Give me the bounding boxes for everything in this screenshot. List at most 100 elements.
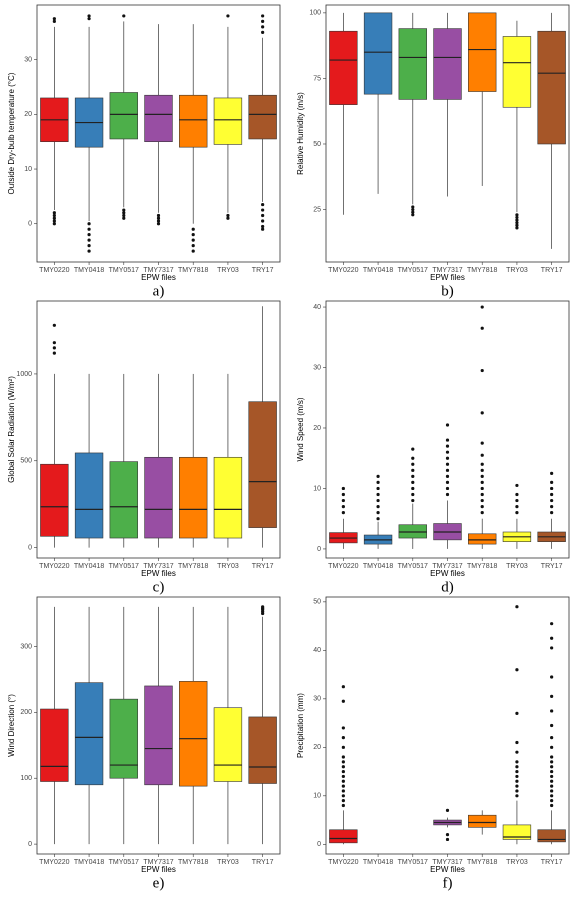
outlier <box>191 233 195 237</box>
outlier <box>550 765 554 769</box>
x-tick-label: TMY0517 <box>398 563 428 570</box>
outlier <box>480 505 484 509</box>
x-tick-label: TMY7818 <box>178 859 208 866</box>
outlier <box>341 779 345 783</box>
outlier <box>445 438 450 442</box>
outlier <box>261 14 265 18</box>
outlier <box>550 492 554 497</box>
box <box>398 524 427 539</box>
outlier <box>550 794 554 798</box>
x-tick-label: TMY0517 <box>109 859 139 866</box>
outlier <box>515 215 519 220</box>
outlier <box>480 480 484 485</box>
y-tick-label: 50 <box>313 141 321 148</box>
y-tick-label: 40 <box>313 647 321 654</box>
outlier <box>376 511 380 515</box>
outlier <box>445 833 450 837</box>
y-tick-label: 0 <box>28 544 32 551</box>
plot-frame <box>325 596 570 855</box>
x-tick-label: TMY7317 <box>143 563 173 570</box>
x-tick-label: TMY0418 <box>74 267 104 274</box>
y-tick-label: 0 <box>317 841 321 848</box>
outlier <box>376 492 380 497</box>
outlier <box>341 505 345 509</box>
x-tick-label: TRY03 <box>506 563 528 570</box>
outlier <box>550 636 554 640</box>
x-tick-label: TMY0418 <box>363 267 393 274</box>
outlier <box>52 17 56 21</box>
caption: f) <box>443 875 453 891</box>
panel: 0 500 1000 TMY0220 TMY0418 TMY0517 TMY7317 TMY7… <box>7 300 281 595</box>
box <box>502 824 532 840</box>
outlier <box>376 474 380 478</box>
y-tick-label: 0 <box>317 546 321 553</box>
x-tick-label: TMY0220 <box>39 563 69 570</box>
box <box>537 30 566 145</box>
outlier <box>376 480 380 485</box>
outlier <box>261 30 265 34</box>
outlier <box>515 218 519 222</box>
box <box>248 94 277 140</box>
x-tick-label: TRY17 <box>541 267 563 274</box>
outlier <box>550 646 554 650</box>
y-tick-label: 25 <box>313 206 321 213</box>
y-axis-label: Relative Humidity (m/s) <box>296 92 305 175</box>
outlier <box>341 486 345 491</box>
caption: b) <box>441 283 454 299</box>
outlier <box>341 755 345 759</box>
caption: e) <box>153 875 165 891</box>
outlier <box>411 468 415 472</box>
outlier <box>515 223 519 227</box>
outlier <box>445 837 450 842</box>
outlier <box>226 213 230 218</box>
box <box>144 94 173 143</box>
x-tick-label: TMY7818 <box>467 563 497 570</box>
box <box>468 533 497 545</box>
outlier <box>376 498 380 503</box>
outlier <box>341 769 345 774</box>
outlier <box>341 745 345 749</box>
x-axis-label: EPW files <box>141 273 176 282</box>
outlier <box>411 210 415 214</box>
box <box>179 456 208 539</box>
y-tick-label: 200 <box>20 709 32 716</box>
outlier <box>191 243 195 248</box>
box <box>363 12 393 95</box>
outlier <box>515 769 519 774</box>
outlier <box>445 423 450 427</box>
x-tick-label: TMY0220 <box>328 563 358 570</box>
outlier <box>87 243 91 248</box>
outlier <box>341 511 345 515</box>
outlier <box>445 444 450 448</box>
outlier <box>411 205 415 209</box>
y-tick-label: 0 <box>28 221 32 228</box>
outlier <box>261 224 265 229</box>
x-axis-label: EPW files <box>430 865 465 874</box>
x-tick-label: TMY0517 <box>109 267 139 274</box>
outlier <box>445 474 450 478</box>
box <box>329 30 358 105</box>
outlier <box>515 779 519 783</box>
outlier <box>550 760 554 764</box>
panel: 0 10 20 30 40 50 TMY0220 TMY0418 TMY0517 TMY7317 T… <box>296 596 570 891</box>
y-tick-label: 100 <box>309 10 321 17</box>
outlier <box>515 750 519 754</box>
outlier <box>550 480 554 485</box>
x-tick-label: TRY03 <box>217 563 239 570</box>
x-tick-label: TMY7317 <box>143 267 173 274</box>
caption: d) <box>441 579 454 595</box>
y-tick-label: 500 <box>20 458 32 465</box>
box <box>74 682 104 786</box>
outlier <box>480 368 484 373</box>
y-tick-label: 100 <box>20 775 32 782</box>
outlier <box>480 498 484 503</box>
outlier <box>52 346 56 350</box>
outlier <box>550 486 554 491</box>
outlier <box>191 249 195 253</box>
y-axis-label: Wind Speed (m/s) <box>296 397 305 461</box>
outlier <box>376 505 380 509</box>
outlier <box>550 755 554 759</box>
x-tick-label: TRY17 <box>252 267 274 274</box>
outlier <box>52 219 56 223</box>
